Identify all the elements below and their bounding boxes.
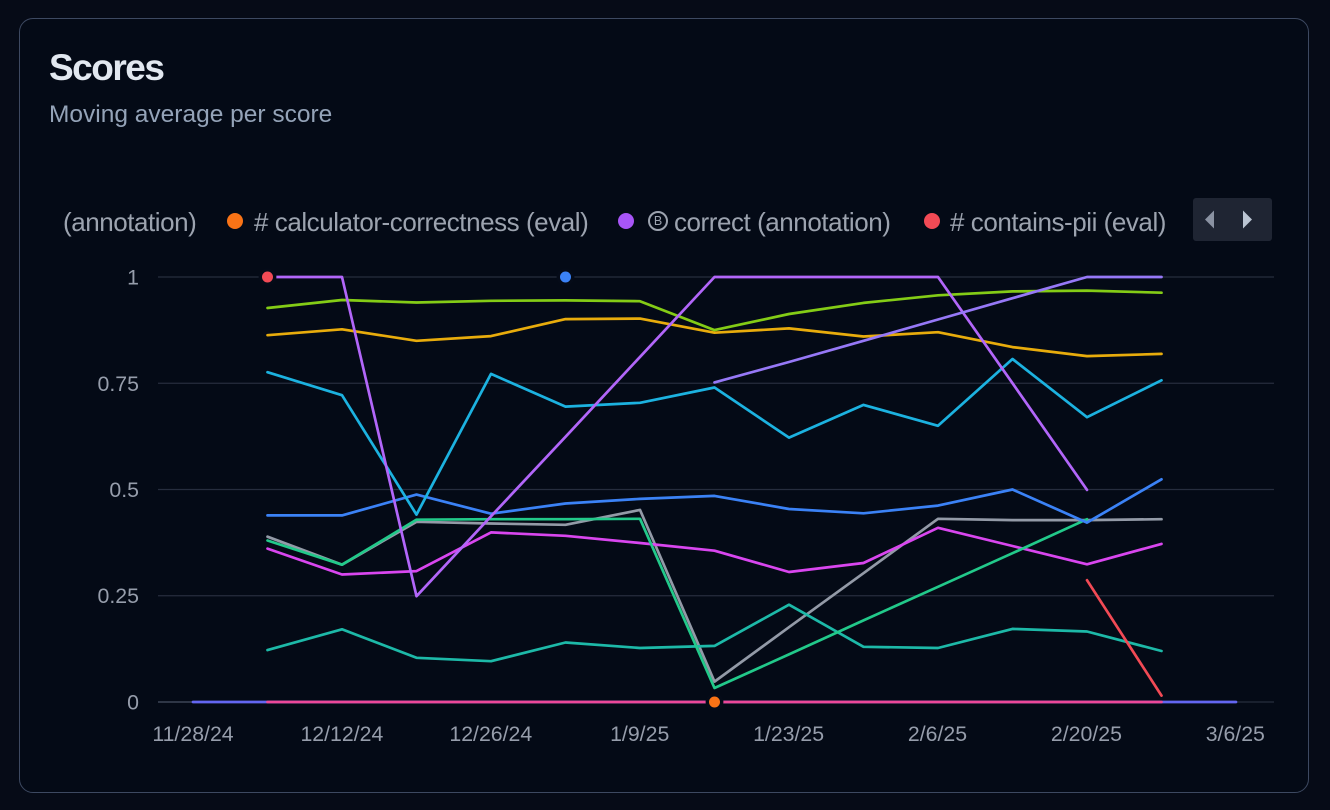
svg-text:3/6/25: 3/6/25 [1206, 722, 1265, 746]
svg-text:0.75: 0.75 [98, 372, 139, 396]
svg-text:12/12/24: 12/12/24 [300, 722, 383, 746]
svg-text:11/28/24: 11/28/24 [152, 722, 233, 746]
svg-text:2/20/25: 2/20/25 [1051, 722, 1122, 746]
svg-text:12/26/24: 12/26/24 [449, 722, 532, 746]
svg-text:2/6/25: 2/6/25 [908, 722, 967, 746]
svg-text:1: 1 [127, 266, 139, 290]
svg-text:0: 0 [127, 691, 139, 715]
svg-text:1/23/25: 1/23/25 [753, 722, 824, 746]
svg-text:1/9/25: 1/9/25 [610, 722, 669, 746]
svg-text:0.25: 0.25 [98, 584, 139, 608]
svg-text:0.5: 0.5 [109, 478, 139, 502]
